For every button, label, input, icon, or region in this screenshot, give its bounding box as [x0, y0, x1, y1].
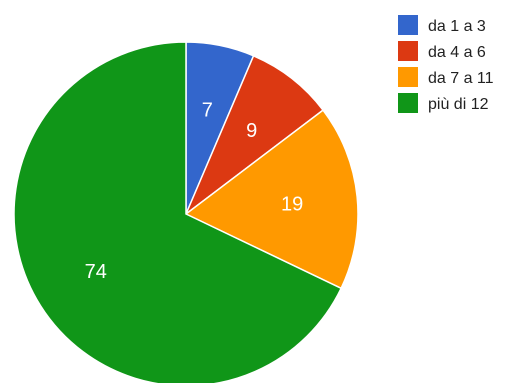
legend-swatch-3	[398, 67, 418, 87]
legend: da 1 a 3 da 4 a 6 da 7 a 11 più di 12	[398, 15, 494, 113]
legend-label-1[interactable]: da 1 a 3	[428, 18, 486, 35]
pie-slice-2[interactable]	[184, 54, 325, 217]
pie-data-label-1: 7	[202, 100, 213, 122]
pie-data-label-3: 19	[281, 193, 303, 215]
legend-swatch-1	[398, 15, 418, 35]
pie-slice-4[interactable]	[13, 41, 343, 387]
pie-data-label-4: 74	[85, 261, 107, 283]
pie-data-labels: 7 9 19 74	[85, 100, 304, 283]
pie-data-label-2: 9	[246, 120, 257, 142]
legend-swatch-2	[398, 41, 418, 61]
pie-slices	[13, 41, 359, 387]
legend-label-4[interactable]: più di 12	[428, 96, 489, 113]
legend-swatch-4	[398, 93, 418, 113]
pie-slice-3[interactable]	[184, 109, 359, 290]
legend-label-2[interactable]: da 4 a 6	[428, 44, 486, 61]
legend-label-3[interactable]: da 7 a 11	[428, 70, 494, 87]
